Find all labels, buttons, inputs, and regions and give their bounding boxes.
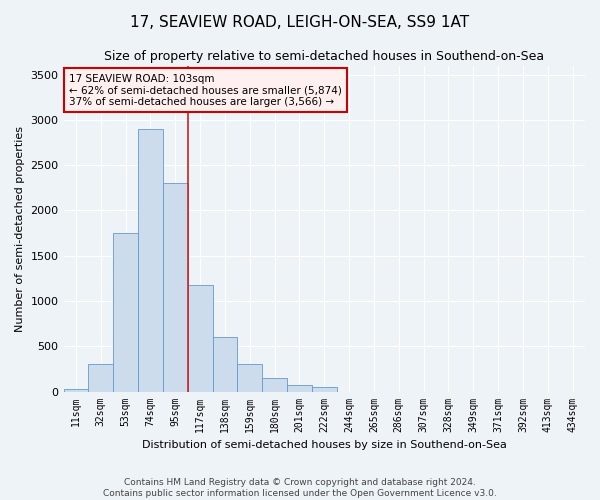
Bar: [113, 233, 138, 392]
Title: Size of property relative to semi-detached houses in Southend-on-Sea: Size of property relative to semi-detach…: [104, 50, 544, 63]
Bar: [188, 285, 212, 392]
Y-axis label: Number of semi-detached properties: Number of semi-detached properties: [15, 126, 25, 332]
Bar: [88, 364, 113, 392]
Bar: [163, 184, 188, 392]
Bar: [64, 390, 88, 392]
Text: Contains HM Land Registry data © Crown copyright and database right 2024.
Contai: Contains HM Land Registry data © Crown c…: [103, 478, 497, 498]
Bar: [262, 378, 287, 392]
X-axis label: Distribution of semi-detached houses by size in Southend-on-Sea: Distribution of semi-detached houses by …: [142, 440, 507, 450]
Text: 17 SEAVIEW ROAD: 103sqm
← 62% of semi-detached houses are smaller (5,874)
37% of: 17 SEAVIEW ROAD: 103sqm ← 62% of semi-de…: [69, 74, 341, 107]
Bar: [312, 387, 337, 392]
Bar: [287, 385, 312, 392]
Bar: [238, 364, 262, 392]
Bar: [138, 129, 163, 392]
Bar: [212, 337, 238, 392]
Text: 17, SEAVIEW ROAD, LEIGH-ON-SEA, SS9 1AT: 17, SEAVIEW ROAD, LEIGH-ON-SEA, SS9 1AT: [130, 15, 470, 30]
